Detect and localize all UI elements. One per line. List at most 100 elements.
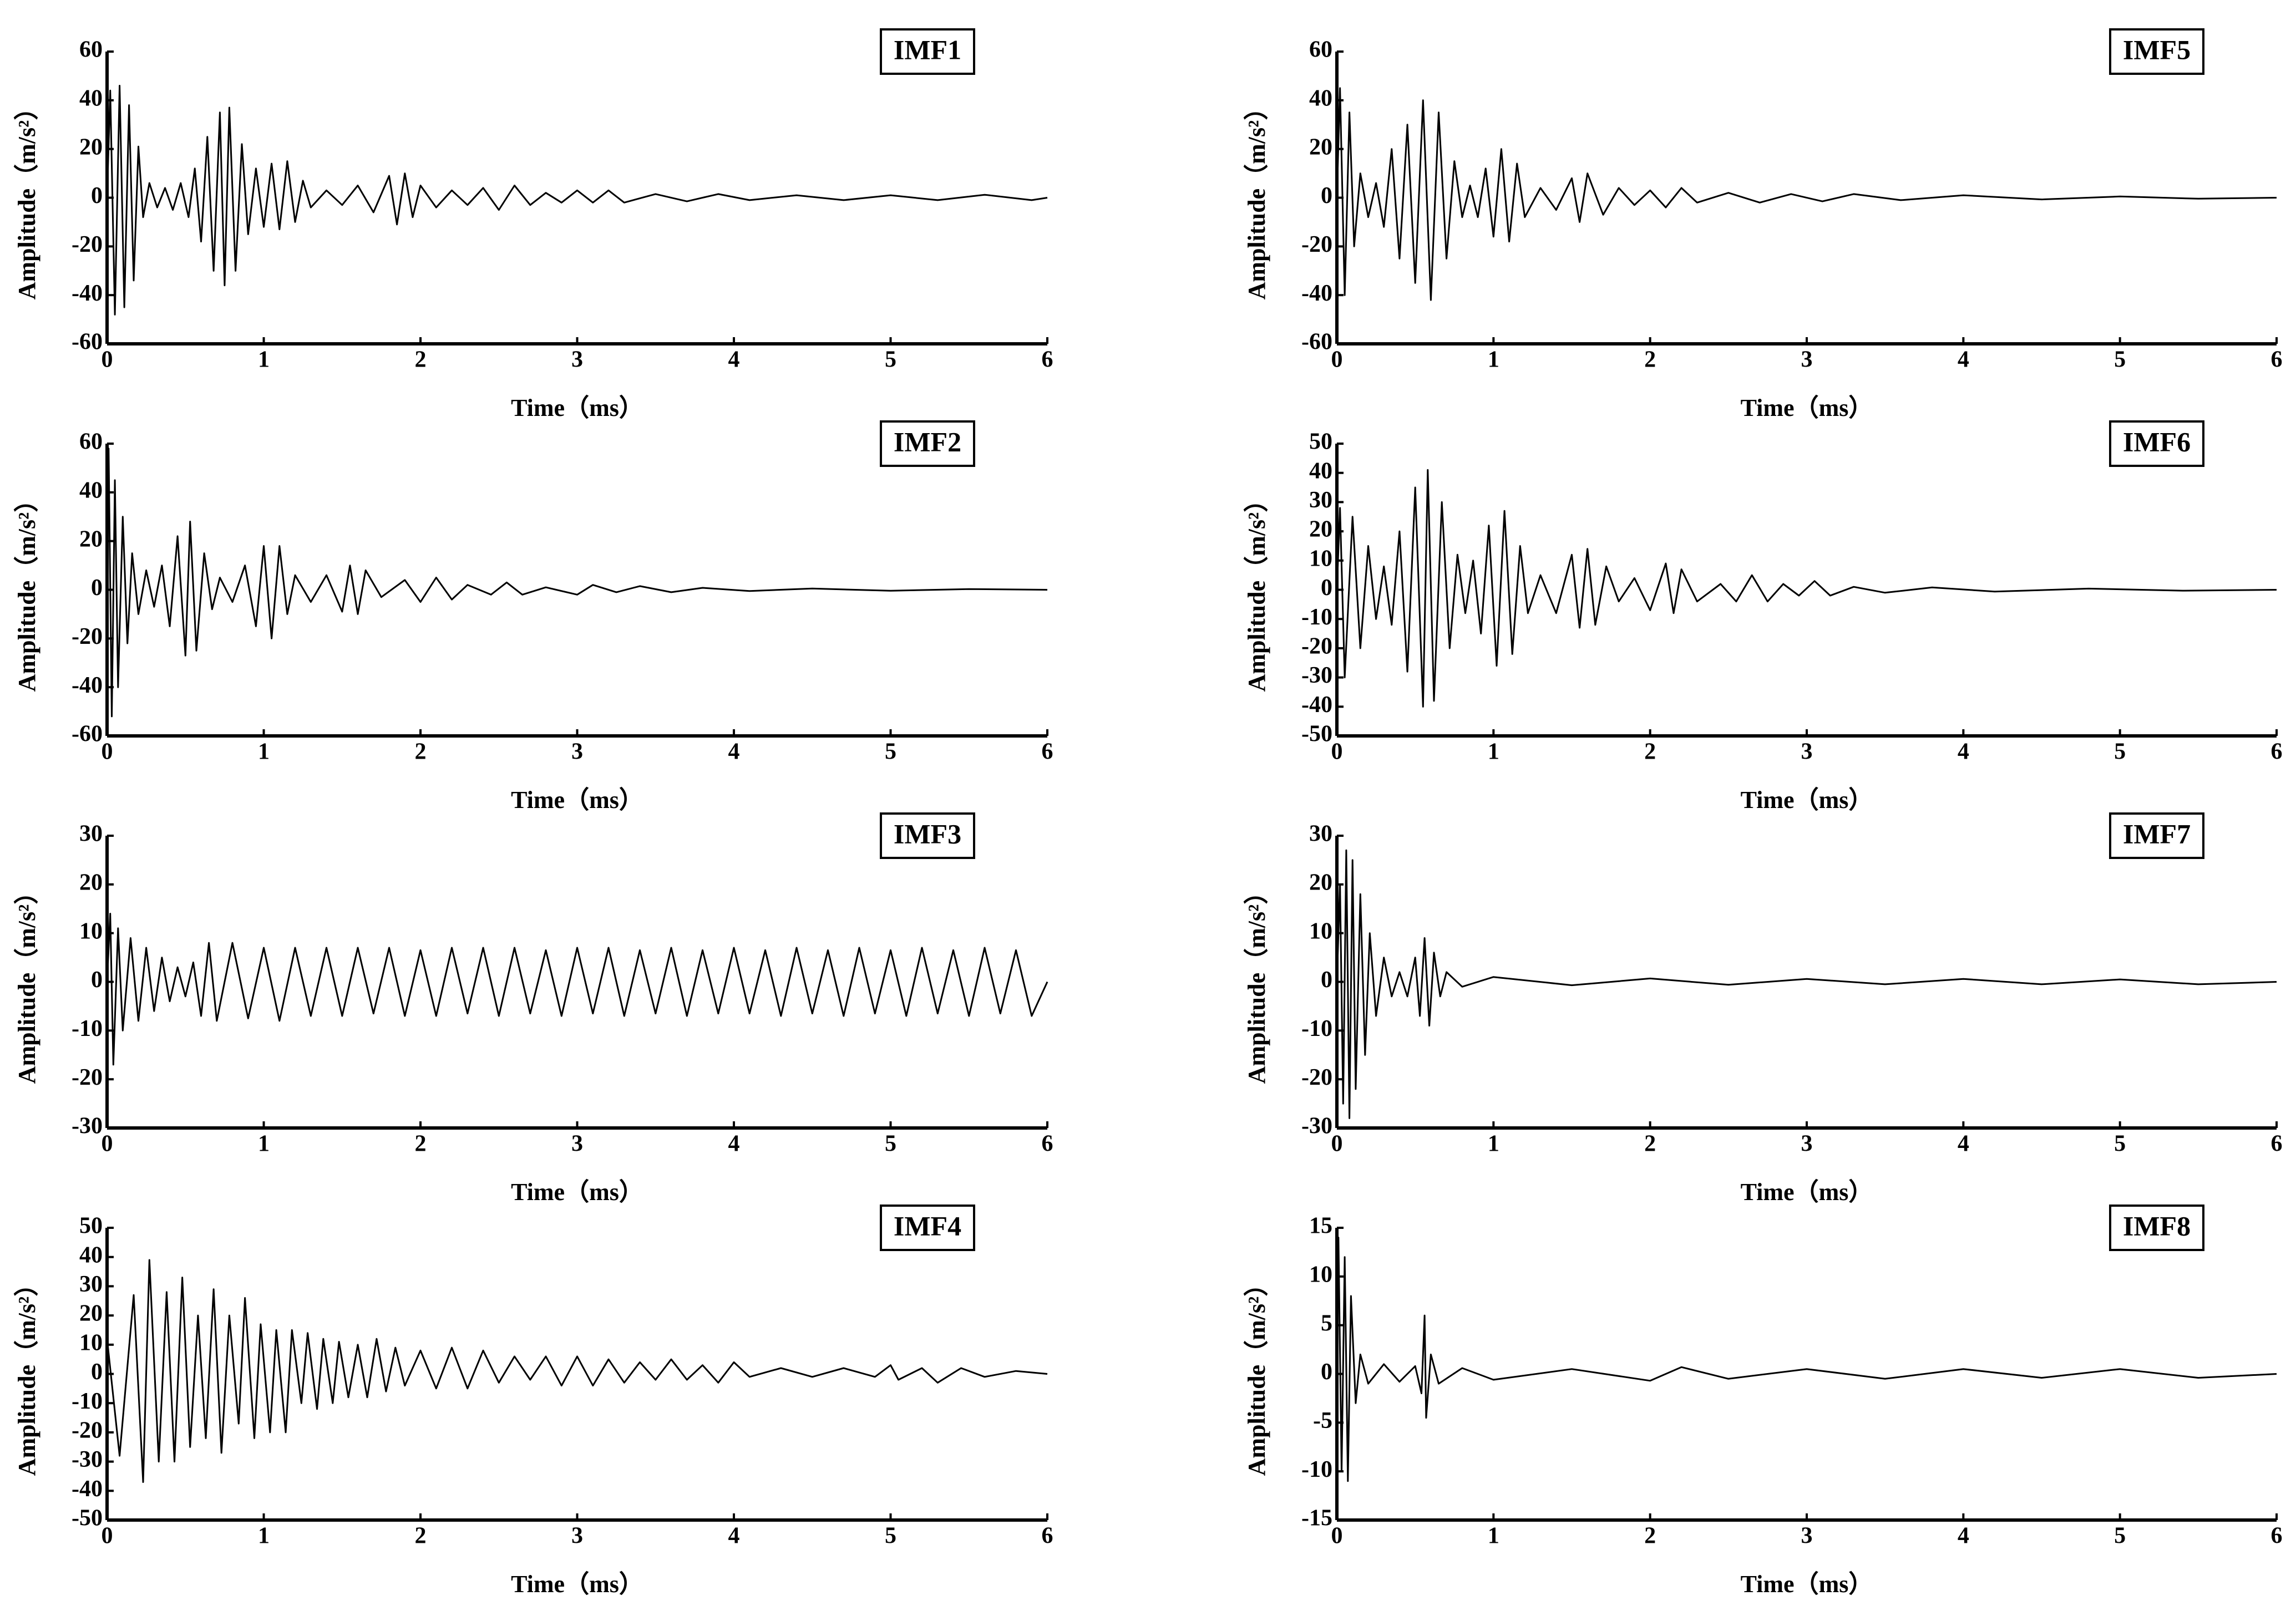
y-axis-label: Amplitude（m/s²） [13,880,40,1084]
subplot-title: IMF4 [894,1210,961,1241]
y-tick-label: 30 [1309,487,1332,513]
y-tick-label: -50 [72,1506,103,1531]
y-tick-label: -40 [1301,281,1332,306]
y-tick-label: 0 [1321,967,1332,993]
subplot-title: IMF3 [894,818,961,849]
subplot-title: IMF1 [894,34,961,65]
x-tick-label: 3 [1801,1523,1813,1549]
title-box [2109,420,2204,467]
y-tick-label: -40 [72,281,103,306]
x-tick-label: 6 [2271,1523,2283,1549]
x-tick-label: 2 [1644,1523,1656,1549]
x-tick-label: 4 [728,347,740,373]
title-box [2109,1205,2204,1251]
x-tick-label: 2 [1644,1131,1656,1157]
y-tick-label: -20 [1301,232,1332,257]
y-tick-label: 40 [79,85,103,111]
y-tick-label: -10 [1301,604,1332,630]
x-tick-label: 6 [1042,1523,1053,1549]
y-tick-label: 20 [79,1301,103,1327]
y-tick-label: -30 [72,1114,103,1139]
subplot-title: IMF7 [2123,818,2191,849]
x-tick-label: 3 [1801,1131,1813,1157]
subplot-title: IMF8 [2123,1210,2191,1241]
x-axis-label: Time（ms） [511,1571,643,1598]
signal-line [106,85,1048,316]
y-tick-label: 40 [79,1242,103,1268]
subplot: -30 -20 -10 0 10 20 30 0 1 2 3 4 5 6 Time（ms） Amplitude… [1243,812,2283,1206]
subplot-title: IMF5 [2123,34,2191,65]
x-tick-label: 2 [415,347,427,373]
x-tick-label: 5 [885,739,896,765]
title-box [880,1205,975,1251]
x-tick-label: 1 [1488,1131,1499,1157]
y-tick-label: 10 [79,1330,103,1355]
y-tick-label: -20 [72,232,103,257]
y-tick-label: -60 [1301,329,1332,355]
x-tick-label: 0 [1331,1523,1343,1549]
y-tick-label: -50 [1301,721,1332,747]
y-tick-label: -30 [72,1447,103,1472]
y-tick-label: 30 [79,821,103,847]
y-tick-label: 20 [1309,517,1332,542]
y-axis-label: Amplitude（m/s²） [1243,880,1270,1084]
subplot: -15 -10 -5 0 5 10 15 0 1 2 3 4 5 6 Time（ms） Amplitude（m… [1243,1205,2283,1598]
y-tick-label: 20 [79,870,103,895]
x-tick-label: 5 [885,1523,896,1549]
y-tick-label: -60 [72,721,103,747]
x-tick-label: 5 [2114,347,2126,373]
x-tick-label: 5 [2114,1523,2126,1549]
y-tick-label: 50 [79,1213,103,1239]
subplot: -60 -40 -20 0 20 40 60 0 1 2 3 4 5 6 Time（ms） Amplitude… [1243,28,2283,421]
y-tick-label: -30 [1301,663,1332,688]
x-tick-label: 1 [258,1523,270,1549]
x-tick-label: 6 [2271,347,2283,373]
x-tick-label: 0 [102,1523,113,1549]
x-tick-label: 1 [1488,739,1499,765]
y-tick-label: -5 [1313,1408,1332,1434]
x-axis-label: Time（ms） [1741,1571,1873,1598]
x-tick-label: 1 [258,1131,270,1157]
y-tick-label: -20 [1301,1065,1332,1090]
signal-line [106,913,1048,1066]
subplot: -60 -40 -20 0 20 40 60 0 1 2 3 4 5 6 Time（ms） Amplitude… [13,420,1053,814]
y-axis-label: Amplitude（m/s²） [1243,96,1270,300]
x-tick-label: 1 [1488,1523,1499,1549]
x-tick-label: 5 [2114,1131,2126,1157]
x-tick-label: 2 [1644,739,1656,765]
y-tick-label: 40 [1309,458,1332,484]
x-tick-label: 3 [1801,347,1813,373]
y-tick-label: 10 [1309,918,1332,944]
title-box [2109,28,2204,75]
x-tick-label: 4 [728,1131,740,1157]
x-tick-label: 2 [1644,347,1656,373]
x-tick-label: 5 [885,347,896,373]
signal-line [106,1259,1048,1483]
y-tick-label: 10 [79,918,103,944]
y-tick-label: -40 [72,673,103,698]
x-tick-label: 6 [1042,739,1053,765]
signal-line [1336,469,2277,708]
y-tick-label: 20 [1309,134,1332,160]
x-tick-label: 2 [415,1523,427,1549]
x-tick-label: 4 [1958,739,1969,765]
subplot: -30 -20 -10 0 10 20 30 0 1 2 3 4 5 6 Time（ms） Amplitude… [13,812,1053,1206]
y-axis-label: Amplitude（m/s²） [1243,1272,1270,1476]
y-tick-label: -40 [1301,692,1332,718]
y-tick-label: -10 [1301,1016,1332,1041]
x-tick-label: 3 [571,739,583,765]
y-tick-label: 20 [79,134,103,160]
x-tick-label: 5 [885,1131,896,1157]
y-tick-label: 15 [1309,1213,1332,1239]
title-box [2109,812,2204,859]
y-tick-label: 40 [1309,85,1332,111]
title-box [880,28,975,75]
y-tick-label: -40 [72,1476,103,1502]
subplot-title: IMF6 [2123,426,2191,457]
subplot: -50 -40 -30 -20 -10 0 10 20 30 40 50 0 1 2 3 4 5 6 Time（ms… [13,1205,1053,1598]
x-tick-label: 0 [102,1131,113,1157]
y-tick-label: -10 [72,1016,103,1041]
x-tick-label: 1 [258,347,270,373]
x-tick-label: 4 [728,1523,740,1549]
